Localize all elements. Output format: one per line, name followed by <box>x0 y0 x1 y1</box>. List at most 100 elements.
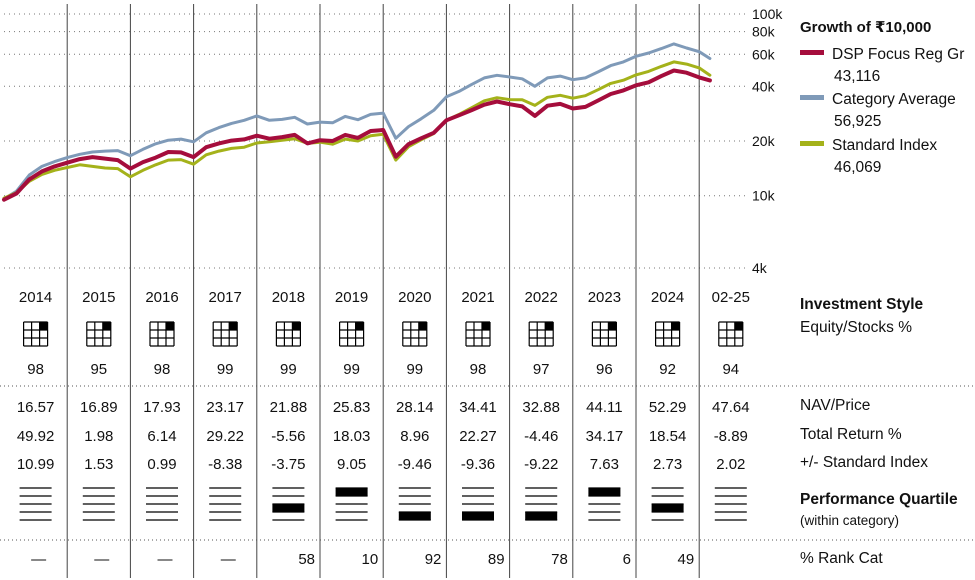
vs-index-4: -3.75 <box>271 456 305 473</box>
style-box-2 <box>149 321 175 347</box>
quartile-box-2 <box>146 487 178 521</box>
style-box-6 <box>402 321 428 347</box>
quartile-fill-9 <box>588 488 621 496</box>
y-tick-label-4: 20k <box>752 133 776 149</box>
year-label-11: 02-25 <box>712 289 750 306</box>
vs-index-5: 9.05 <box>337 456 366 473</box>
nav-price-10: 52.29 <box>649 399 687 416</box>
equity-pct-8: 97 <box>533 361 550 378</box>
year-label-3: 2017 <box>209 289 242 306</box>
quartile-fill-6 <box>398 512 431 520</box>
y-tick-label-5: 10k <box>752 188 776 204</box>
series-line-1 <box>2 42 712 201</box>
style-box-fill-4 <box>292 322 301 330</box>
year-label-1: 2015 <box>82 289 115 306</box>
style-box-fill-5 <box>355 322 364 330</box>
quartile-fill-7 <box>462 512 494 520</box>
total-return-1: 1.98 <box>84 428 113 445</box>
y-tick-label-1: 80k <box>752 24 776 40</box>
year-label-7: 2021 <box>461 289 494 306</box>
quartile-box-7 <box>462 487 494 521</box>
style-box-0 <box>23 321 49 347</box>
style-box-fill-11 <box>734 322 743 330</box>
total-return-2: 6.14 <box>147 428 176 445</box>
total-return-9: 34.17 <box>586 428 624 445</box>
quartile-box-11 <box>714 487 747 521</box>
nav-price-0: 16.57 <box>17 399 55 416</box>
rank-cat-10: 49 <box>678 551 695 568</box>
quartile-box-8 <box>525 487 558 521</box>
label-rank-cat: % Rank Cat <box>800 550 883 567</box>
nav-price-8: 32.88 <box>522 399 560 416</box>
y-axis-ticks: 100k 80k 60k 40k 20k 10k 4k <box>752 6 783 276</box>
style-box-1 <box>86 321 112 347</box>
nav-price-2: 17.93 <box>143 399 181 416</box>
equity-pct-6: 99 <box>406 361 423 378</box>
rank-cat-2: — <box>158 551 173 568</box>
vs-index-0: 10.99 <box>17 456 55 473</box>
quartile-box-1 <box>82 487 115 521</box>
label-within-category: (within category) <box>800 513 900 528</box>
vs-index-6: -9.46 <box>398 456 432 473</box>
column-dividers <box>0 4 975 578</box>
style-box-fill-8 <box>545 322 554 330</box>
nav-price-5: 25.83 <box>333 399 371 416</box>
equity-pct-0: 98 <box>27 361 44 378</box>
legend-item-category: Category Average 56,925 <box>800 89 956 130</box>
legend-label-index: Standard Index <box>832 137 938 154</box>
year-label-5: 2019 <box>335 289 368 306</box>
style-box-5 <box>339 321 365 347</box>
total-return-4: -5.56 <box>271 428 305 445</box>
vs-index-8: -9.22 <box>524 456 558 473</box>
year-label-4: 2018 <box>272 289 305 306</box>
label-perf-quartile: Performance Quartile <box>800 491 958 508</box>
nav-price-11: 47.64 <box>712 399 750 416</box>
equity-pct-9: 96 <box>596 361 613 378</box>
legend-title: Growth of ₹10,000 <box>800 19 932 36</box>
label-vs-index: +/- Standard Index <box>800 454 928 471</box>
y-tick-label-2: 60k <box>752 46 776 62</box>
legend-swatch-index <box>800 141 824 147</box>
quartile-fill-10 <box>651 504 684 512</box>
nav-price-1: 16.89 <box>80 399 118 416</box>
equity-pct-11: 94 <box>722 361 739 378</box>
style-box-fill-3 <box>229 322 238 330</box>
label-equity-stocks: Equity/Stocks % <box>800 319 912 336</box>
equity-pct-5: 99 <box>343 361 360 378</box>
quartile-box-6 <box>398 487 431 521</box>
nav-price-7: 34.41 <box>459 399 497 416</box>
total-return-6: 8.96 <box>400 428 429 445</box>
style-box-4 <box>275 321 301 347</box>
label-total-return: Total Return % <box>800 426 902 443</box>
legend-swatch-category <box>800 95 824 101</box>
total-return-5: 18.03 <box>333 428 371 445</box>
total-return-3: 29.22 <box>206 428 244 445</box>
total-return-8: -4.46 <box>524 428 558 445</box>
total-return-7: 22.27 <box>459 428 497 445</box>
legend-item-fund: DSP Focus Reg Gr 43,116 <box>800 44 965 85</box>
style-box-fill-1 <box>102 322 111 330</box>
quartile-box-10 <box>651 487 684 521</box>
style-box-fill-2 <box>166 322 174 330</box>
series-line-0 <box>2 68 712 202</box>
nav-price-3: 23.17 <box>206 399 244 416</box>
style-box-fill-7 <box>482 322 490 330</box>
nav-price-6: 28.14 <box>396 399 434 416</box>
y-tick-label-6: 4k <box>752 260 768 276</box>
label-investment-style: Investment Style <box>800 296 924 313</box>
legend-label-category: Category Average <box>832 91 956 108</box>
rank-cat-9: 6 <box>623 551 631 568</box>
legend-label-fund: DSP Focus Reg Gr <box>832 46 965 63</box>
rank-cat-4: 58 <box>298 551 315 568</box>
grid-lines <box>4 13 745 269</box>
legend-item-index: Standard Index 46,069 <box>800 135 938 176</box>
equity-pct-1: 95 <box>90 361 107 378</box>
year-label-0: 2014 <box>19 289 52 306</box>
rank-cat-0: — <box>31 551 46 568</box>
label-nav-price: NAV/Price <box>800 397 871 414</box>
style-box-10 <box>654 321 681 347</box>
nav-price-9: 44.11 <box>586 399 622 416</box>
vs-index-2: 0.99 <box>147 456 176 473</box>
equity-pct-10: 92 <box>659 361 676 378</box>
